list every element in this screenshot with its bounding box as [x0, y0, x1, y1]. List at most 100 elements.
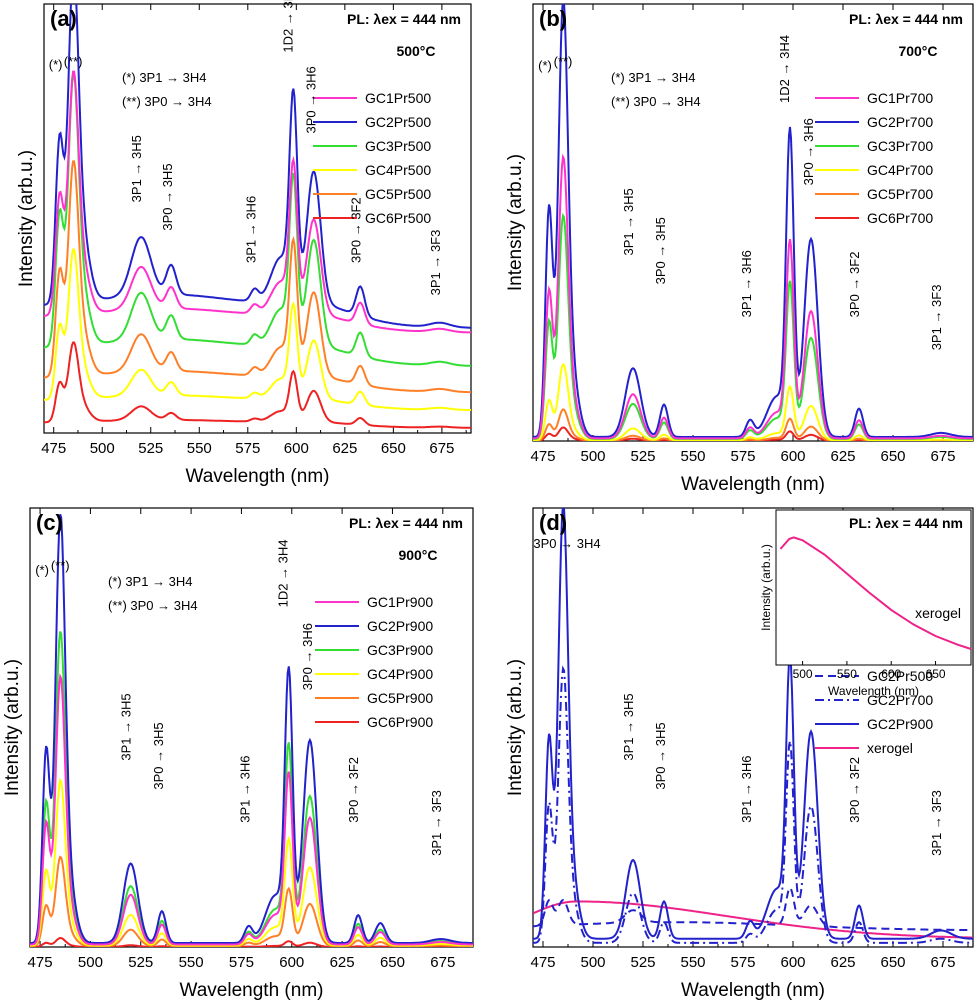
transition-annotation: 3P0 → 3H5 — [653, 217, 668, 284]
inset-y-title: Intensity (arb.u.) — [759, 544, 773, 631]
transition-key: (*) 3P1 → 3H4 — [108, 574, 193, 589]
x-tick-label: 525 — [138, 440, 163, 457]
peak-mark: (**) — [554, 54, 573, 69]
inset-series-label: xerogel — [915, 605, 961, 621]
legend-entry: GC1Pr900 — [367, 594, 433, 610]
temperature-label: 700°C — [898, 43, 937, 59]
transition-annotation: 3P0 → 3H6 — [300, 623, 315, 690]
temperature-label: 500°C — [396, 43, 435, 59]
y-axis-title: Intensity (arb.u.) — [16, 150, 37, 287]
series-lines — [44, 4, 471, 429]
top-annotation: 3P0 → 3H4 — [533, 536, 600, 551]
series-line-gc1pr700 — [533, 153, 973, 440]
x-tick-label: 625 — [332, 440, 357, 457]
panel-label: (a) — [50, 6, 77, 31]
legend: GC1Pr500 GC2Pr500 GC3Pr500 GC4Pr500 GC5Pr500… — [313, 90, 431, 226]
transition-annotation: 3P1 → 3H6 — [244, 196, 259, 263]
legend-entry: GC2Pr700 — [867, 114, 933, 130]
series-line-gc2pr700 — [533, 665, 973, 944]
transition-annotation: 3P1 → 3H6 — [739, 756, 754, 823]
legend-entry: GC6Pr900 — [367, 714, 433, 730]
peak-mark: (**) — [51, 558, 70, 573]
x-tick-label: 650 — [380, 954, 405, 971]
x-tick-label: 550 — [680, 954, 705, 971]
legend-entry: GC2Pr900 — [867, 716, 933, 732]
x-tick-label: 650 — [880, 954, 905, 971]
series-line-gc2pr900 — [533, 508, 973, 940]
x-axis-title: Wavelength (nm) — [180, 980, 324, 1001]
transition-key: (**) 3P0 → 3H4 — [108, 598, 198, 613]
transition-annotation: 1D2 → 3H4 — [280, 0, 295, 53]
x-tick-label: 550 — [187, 440, 212, 457]
legend-entry: GC1Pr500 — [365, 90, 431, 106]
series-line-gc2pr500 — [533, 886, 973, 932]
legend-entry: GC3Pr700 — [867, 138, 933, 154]
transition-annotation: 1D2 → 3H4 — [276, 539, 291, 607]
y-axis-title: Intensity (arb.u.) — [505, 659, 526, 796]
inset-x-tick-label: 600 — [881, 667, 901, 681]
transition-key: (**) 3P0 → 3H4 — [611, 94, 701, 109]
series-line-gc1pr500 — [44, 70, 471, 334]
inset: 500 550 600 650 Wavelength (nm) Intensity (ar… — [759, 509, 972, 698]
transition-annotation: 3P0 → 3H5 — [653, 722, 668, 789]
x-tick-label: 600 — [284, 440, 309, 457]
series-lines — [30, 514, 473, 947]
transition-annotation: 3P0 → 3F2 — [346, 757, 361, 823]
legend-entry: GC5Pr700 — [867, 186, 933, 202]
x-tick-label: 625 — [330, 954, 355, 971]
series-line-gc2pr700 — [533, 4, 973, 439]
legend-entry: xerogel — [867, 740, 913, 756]
panel-label: (d) — [539, 510, 567, 535]
legend-entry: GC3Pr900 — [367, 642, 433, 658]
transition-annotation: 3P1 → 3F3 — [428, 230, 443, 296]
transition-key: (**) 3P0 → 3H4 — [122, 94, 212, 109]
x-tick-label: 625 — [830, 954, 855, 971]
transition-annotation: 3P1 → 3H5 — [119, 693, 134, 760]
legend-entry: GC2Pr900 — [367, 618, 433, 634]
transition-annotation: 3P0 → 3H6 — [304, 66, 319, 133]
transition-annotation: 3P0 → 3F2 — [847, 252, 862, 318]
legend-entry: GC6Pr700 — [867, 210, 933, 226]
transition-annotation: 3P1 → 3F3 — [429, 790, 444, 856]
x-axis-title: Wavelength (nm) — [681, 474, 825, 495]
panel-label: (b) — [539, 6, 567, 31]
series-line-gc1pr900 — [30, 673, 473, 946]
inset-x-title: Wavelength (nm) — [828, 684, 919, 698]
inset-x-tick-label: 650 — [926, 667, 946, 681]
legend-entry: GC2Pr500 — [365, 114, 431, 130]
legend-entry: GC5Pr900 — [367, 690, 433, 706]
inset-series-xerogel — [779, 536, 972, 650]
x-tick-label: 475 — [530, 448, 555, 465]
transition-annotation: 3P1 → 3H5 — [621, 693, 636, 760]
plot-frame — [532, 507, 974, 948]
excitation-label: PL: λex = 444 nm — [349, 515, 463, 531]
x-tick-label: 600 — [780, 954, 805, 971]
inset-excitation-label: PL: λex = 444 nm — [849, 515, 963, 531]
transition-annotation: 3P0 → 3H6 — [801, 118, 816, 185]
x-tick-label: 675 — [429, 440, 454, 457]
series-line-gc5pr500 — [44, 160, 471, 394]
x-axis-title: Wavelength (nm) — [681, 980, 825, 1001]
x-tick-label: 575 — [730, 954, 755, 971]
x-tick-label: 525 — [128, 954, 153, 971]
legend: GC1Pr700 GC2Pr700 GC3Pr700 GC4Pr700 GC5Pr700… — [815, 90, 933, 226]
legend-entry: GC3Pr500 — [365, 138, 431, 154]
x-tick-label: 500 — [580, 954, 605, 971]
legend: GC1Pr900 GC2Pr900 GC3Pr900 GC4Pr900 GC5Pr900… — [315, 594, 433, 730]
x-tick-label: 550 — [680, 448, 705, 465]
x-axis-title: Wavelength (nm) — [186, 466, 330, 487]
x-tick-label: 675 — [930, 448, 955, 465]
series-lines — [533, 508, 973, 944]
series-line-xerogel — [533, 900, 973, 939]
peak-mark: (*) — [49, 57, 63, 72]
panel-a: 475 500 525 550 575 600 625 650 675 Wavelength (n… — [16, 0, 472, 487]
transition-annotation: 3P0 → 3H5 — [151, 722, 166, 789]
x-tick-label: 550 — [179, 954, 204, 971]
transition-annotation: 3P1 → 3H5 — [129, 135, 144, 202]
transition-annotation: 3P1 → 3H6 — [237, 756, 252, 823]
x-tick-label: 575 — [730, 448, 755, 465]
panel-label: (c) — [36, 510, 63, 535]
peak-mark: (*) — [35, 562, 49, 577]
series-line-gc4pr700 — [533, 363, 973, 441]
inset-frame — [775, 509, 972, 666]
